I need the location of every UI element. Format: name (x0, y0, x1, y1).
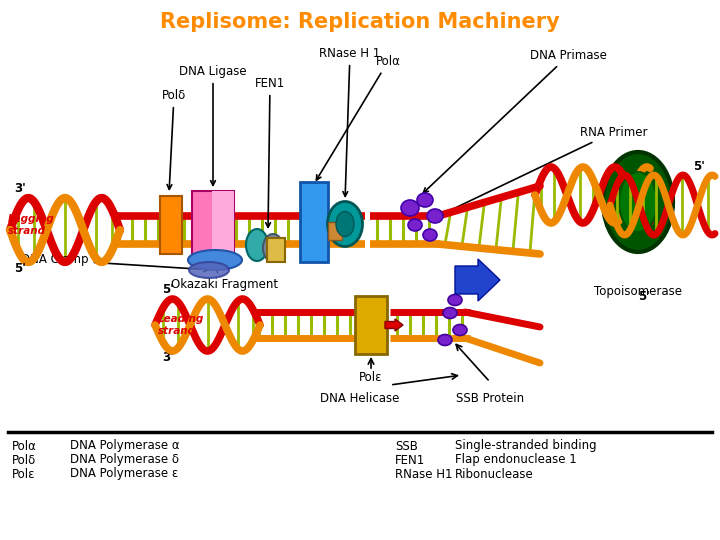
Ellipse shape (263, 234, 283, 262)
Text: DNA Polymerase ε: DNA Polymerase ε (70, 468, 179, 481)
Text: 5': 5' (14, 262, 26, 275)
Text: FEN1: FEN1 (255, 77, 285, 227)
FancyArrow shape (385, 319, 403, 331)
Bar (267, 238, 285, 262)
Text: DNA Primase: DNA Primase (423, 49, 607, 193)
Text: RNA Primer: RNA Primer (434, 125, 647, 218)
Text: 5': 5' (638, 290, 650, 303)
Ellipse shape (423, 229, 437, 241)
Text: Topoisomerase: Topoisomerase (594, 285, 682, 298)
Ellipse shape (189, 262, 229, 278)
Ellipse shape (336, 212, 354, 237)
Text: SSB: SSB (395, 440, 418, 453)
Ellipse shape (427, 209, 443, 223)
Ellipse shape (246, 229, 268, 261)
Bar (192, 191, 234, 259)
Text: 3': 3' (662, 185, 674, 198)
Text: Polα: Polα (12, 440, 37, 453)
Text: Okazaki Fragment: Okazaki Fragment (171, 248, 279, 291)
Text: 5': 5' (693, 160, 705, 173)
Ellipse shape (453, 325, 467, 335)
Bar (300, 182, 328, 262)
Text: Polα: Polα (316, 55, 400, 180)
Text: 5': 5' (162, 283, 174, 296)
Text: DNA Helicase: DNA Helicase (320, 392, 400, 405)
Ellipse shape (401, 200, 419, 216)
Bar (355, 296, 387, 354)
Text: DNA Polymerase α: DNA Polymerase α (70, 440, 179, 453)
Ellipse shape (408, 219, 422, 231)
FancyArrow shape (455, 259, 500, 301)
Text: Leading
strand: Leading strand (158, 314, 204, 336)
Text: RNase H 1: RNase H 1 (320, 47, 381, 197)
Text: DNA Polymerase δ: DNA Polymerase δ (70, 454, 179, 467)
Bar (160, 196, 182, 254)
Ellipse shape (417, 193, 433, 207)
Ellipse shape (328, 201, 362, 246)
Ellipse shape (188, 250, 242, 270)
Text: Lagging
strand: Lagging strand (8, 214, 55, 236)
Text: 3': 3' (14, 182, 26, 195)
Text: 3': 3' (162, 351, 174, 364)
Ellipse shape (438, 334, 452, 346)
Text: Ribonuclease: Ribonuclease (455, 468, 534, 481)
Text: DNA Clamp: DNA Clamp (22, 253, 208, 272)
Text: RNase H1: RNase H1 (395, 468, 452, 481)
Text: DNA Ligase: DNA Ligase (179, 65, 247, 185)
Text: Replisome: Replication Machinery: Replisome: Replication Machinery (160, 12, 560, 32)
Text: Polε: Polε (12, 468, 35, 481)
Text: Polδ: Polδ (162, 89, 186, 190)
Ellipse shape (443, 307, 457, 319)
Text: Polε: Polε (359, 371, 383, 384)
Text: Polδ: Polδ (12, 454, 36, 467)
Text: SSB Protein: SSB Protein (456, 392, 524, 405)
Ellipse shape (619, 172, 657, 232)
Bar (328, 222, 342, 240)
Text: Single-stranded binding: Single-stranded binding (455, 440, 597, 453)
Text: Flap endonuclease 1: Flap endonuclease 1 (455, 454, 577, 467)
Bar (212, 191, 234, 259)
Ellipse shape (448, 294, 462, 306)
Text: FEN1: FEN1 (395, 454, 426, 467)
Ellipse shape (603, 152, 673, 252)
